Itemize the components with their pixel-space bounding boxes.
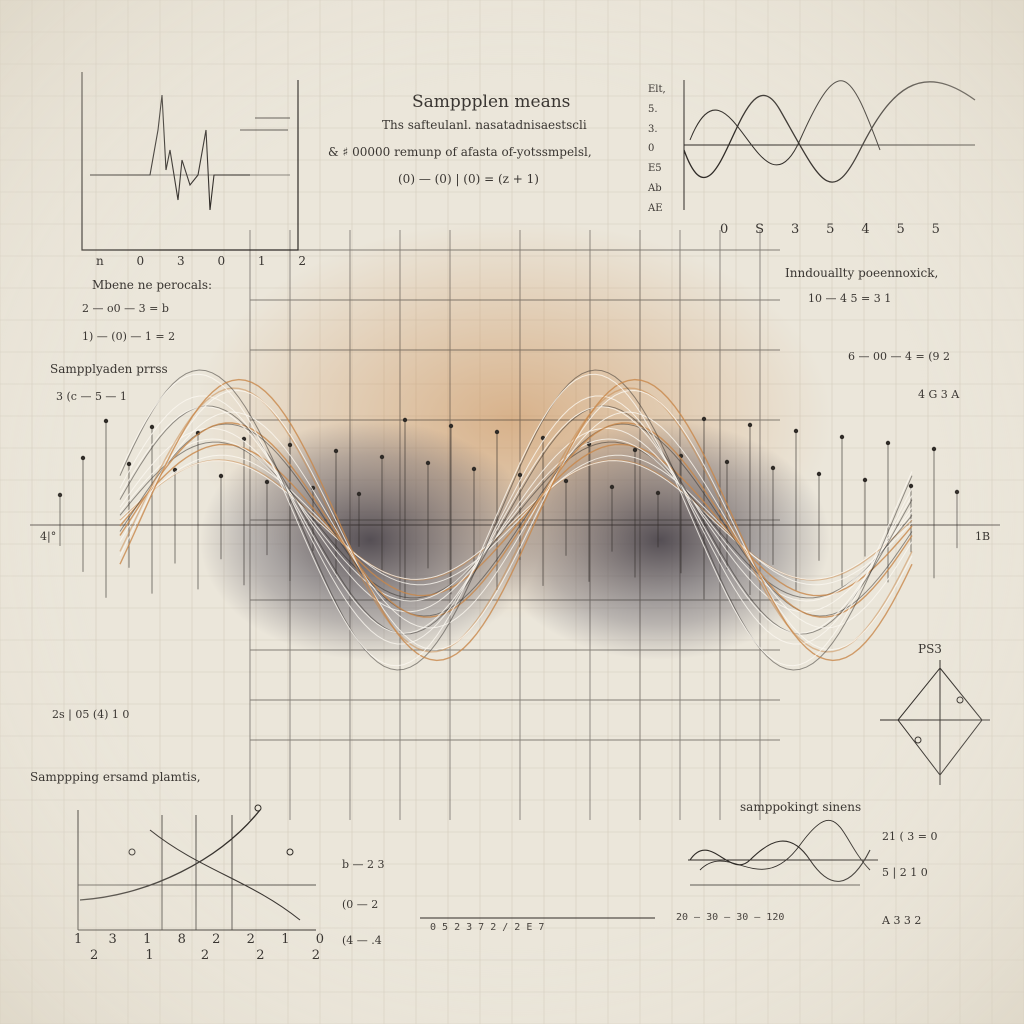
bottom-left-heading: Samppping ersamd plamtis,	[30, 770, 201, 784]
top-right-y-label-5: Ab	[648, 183, 662, 195]
top-right-x-label-3: 5	[826, 222, 835, 237]
bottom-left-x-label-6: 1	[281, 932, 290, 947]
equation-left-b: 1) — (0) — 1 = 2	[82, 330, 176, 343]
bottom-ruler-labels-2: 20 — 30 — 30 — 120	[676, 912, 785, 923]
top-left-x-label-4: 1	[257, 254, 266, 268]
top-right-y-labels: Elt, 5. 3. 0 E5 Ab AE	[648, 84, 666, 214]
top-right-x-label-6: 5	[931, 222, 940, 237]
bottom-left-x2-label-1: 1	[145, 948, 154, 963]
top-left-x-label-3: 0	[217, 254, 226, 268]
bottom-right-heading: samppokingt sinens	[740, 800, 862, 814]
equation-bottom-mid-b: (0 — 2	[342, 898, 379, 911]
equation-top-center: (0) — (0) | (0) = (z + 1)	[398, 172, 539, 186]
top-right-x-label-4: 4	[861, 222, 870, 237]
left-notes-heading: Mbene ne perocals:	[92, 278, 213, 292]
top-right-y-label-4: E5	[648, 163, 662, 175]
top-right-y-label-0: Elt,	[648, 84, 666, 95]
top-right-x-label-5: 5	[896, 222, 905, 237]
top-right-x-label-0: 0	[720, 222, 729, 237]
top-right-x-labels: 0 S 3 5 4 5 5	[720, 222, 940, 237]
bottom-left-x-label-7: 0	[315, 932, 324, 947]
bottom-left-x-label-1: 3	[108, 932, 117, 947]
equation-bottom-right-c: A 3 3 2	[882, 914, 922, 927]
equation-bottom-mid-a: b — 2 3	[342, 858, 385, 871]
equation-right-a: 10 — 4 5 = 3 1	[808, 292, 892, 305]
main-subtitle-2: & ♯ 00000 remunp of afasta of-yotssmpels…	[328, 145, 592, 159]
equation-right-c: 4 G 3 A	[918, 388, 960, 401]
right-label: PS3	[918, 642, 942, 656]
bottom-left-x-label-2: 1	[143, 932, 152, 947]
left-mid-heading: Sampplyaden prrss	[50, 362, 168, 376]
bottom-left-x-labels: 1 3 1 8 2 2 1 0	[74, 932, 324, 947]
center-left-label: 4|°	[40, 530, 57, 543]
center-right-label: 1B	[975, 530, 991, 543]
equation-left-c: 3 (c — 5 — 1	[56, 390, 127, 403]
right-upper-heading: Inndouallty poeennoxick,	[785, 266, 939, 280]
equation-left-a: 2 — o0 — 3 = b	[82, 302, 169, 315]
bottom-left-x-label-4: 2	[212, 932, 221, 947]
bottom-left-x-labels-2: 2 1 2 2 2	[90, 948, 320, 963]
equation-bottom-right-b: 5 | 2 1 0	[882, 866, 928, 879]
top-left-x-label-0: n	[96, 254, 104, 268]
bottom-left-x-label-0: 1	[74, 932, 83, 947]
bottom-left-x2-label-4: 2	[311, 948, 320, 963]
bottom-ruler-labels: 0 5 2 3 7 2 / 2 E 7	[430, 922, 545, 933]
top-right-y-label-2: 3.	[648, 123, 658, 135]
top-left-x-labels: n 0 3 0 1 2	[96, 254, 306, 268]
top-left-x-label-1: 0	[136, 254, 145, 268]
top-left-x-label-5: 2	[298, 254, 306, 268]
bottom-left-x2-label-0: 2	[90, 948, 99, 963]
top-right-y-label-3: 0	[648, 143, 655, 155]
main-subtitle: Ths safteulanl. nasatadnisaestscli	[382, 118, 587, 132]
top-right-x-label-2: 3	[790, 222, 800, 237]
equation-right-b: 6 — 00 — 4 = (9 2	[848, 350, 950, 363]
main-title: Samppplen means	[412, 92, 571, 112]
top-right-y-label-1: 5.	[648, 103, 658, 115]
top-left-x-label-2: 3	[177, 254, 185, 268]
bottom-left-x2-label-3: 2	[256, 948, 265, 963]
bottom-left-x-label-5: 2	[246, 932, 255, 947]
equation-left-lower-a: 2s | 05 (4) 1 0	[52, 708, 130, 721]
equation-bottom-mid-c: (4 — .4	[342, 934, 382, 947]
bottom-left-x2-label-2: 2	[200, 948, 210, 963]
equation-bottom-right-a: 21 ( 3 = 0	[882, 830, 938, 843]
top-right-x-label-1: S	[755, 222, 765, 237]
top-right-y-label-6: AE	[648, 202, 663, 214]
bottom-left-x-label-3: 8	[177, 932, 186, 947]
